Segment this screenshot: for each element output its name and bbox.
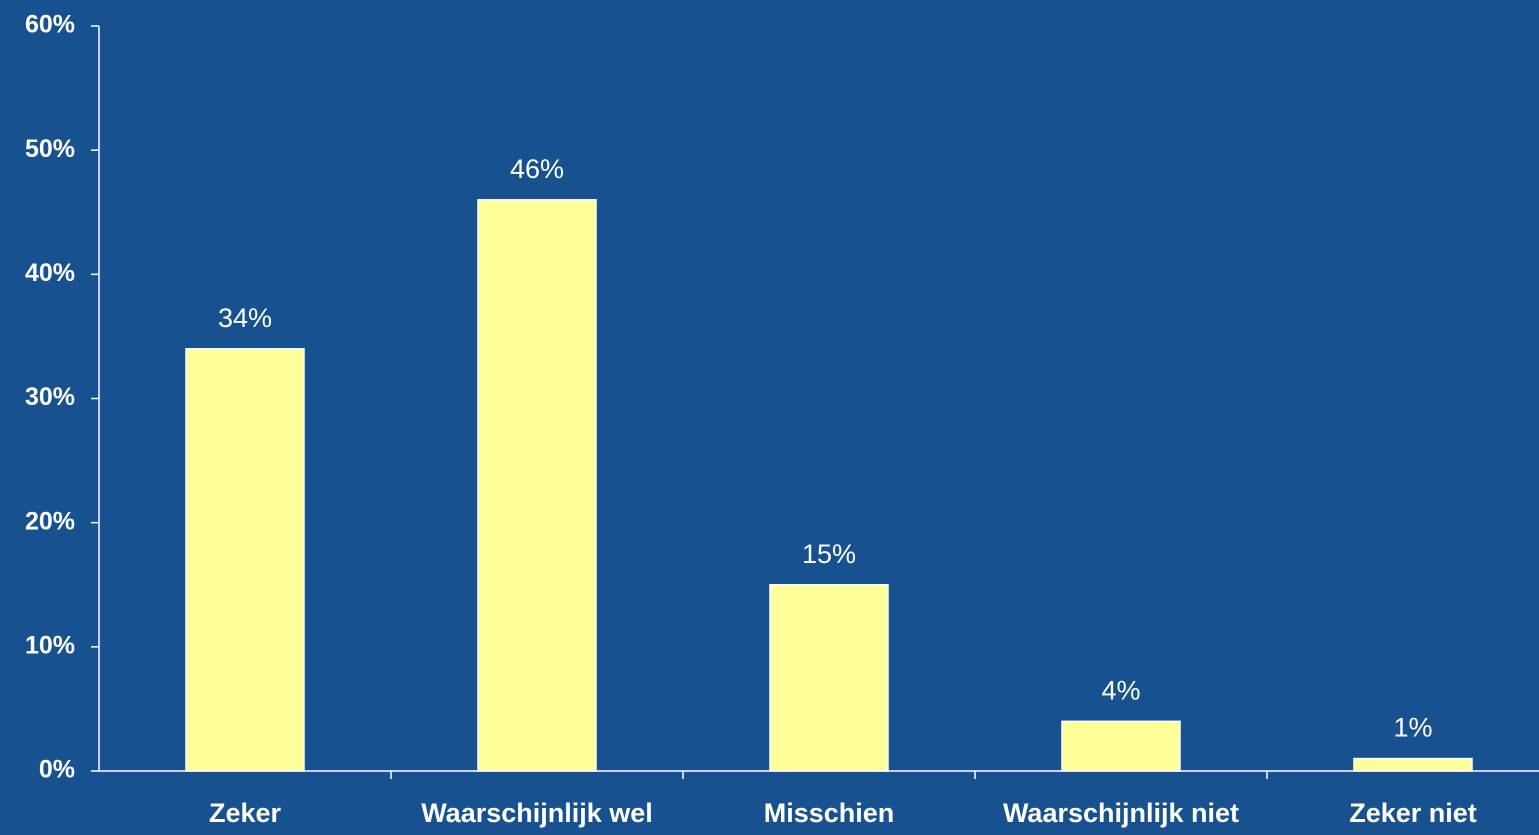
bar <box>185 348 305 772</box>
y-tick-label: 30% <box>25 383 75 411</box>
value-label: 34% <box>218 303 272 333</box>
x-tick-label: Waarschijnlijk niet <box>1003 798 1239 828</box>
bar <box>1061 720 1181 772</box>
value-label: 4% <box>1101 675 1140 705</box>
x-tick-label: Misschien <box>764 798 895 828</box>
y-tick-label: 10% <box>25 631 75 659</box>
x-tick-label: Waarschijnlijk wel <box>421 798 653 828</box>
y-tick-label: 40% <box>25 259 75 287</box>
value-label: 15% <box>802 539 856 569</box>
y-tick-label: 50% <box>25 135 75 163</box>
y-tick-label: 60% <box>25 11 75 39</box>
y-tick-label: 20% <box>25 507 75 535</box>
bar <box>477 199 597 772</box>
value-label: 46% <box>510 154 564 184</box>
value-label: 1% <box>1393 713 1432 743</box>
bar <box>769 584 889 772</box>
y-tick-label: 0% <box>39 756 75 784</box>
x-tick-label: Zeker <box>209 798 282 828</box>
bar <box>1353 757 1473 772</box>
x-tick-label: Zeker niet <box>1349 798 1477 828</box>
